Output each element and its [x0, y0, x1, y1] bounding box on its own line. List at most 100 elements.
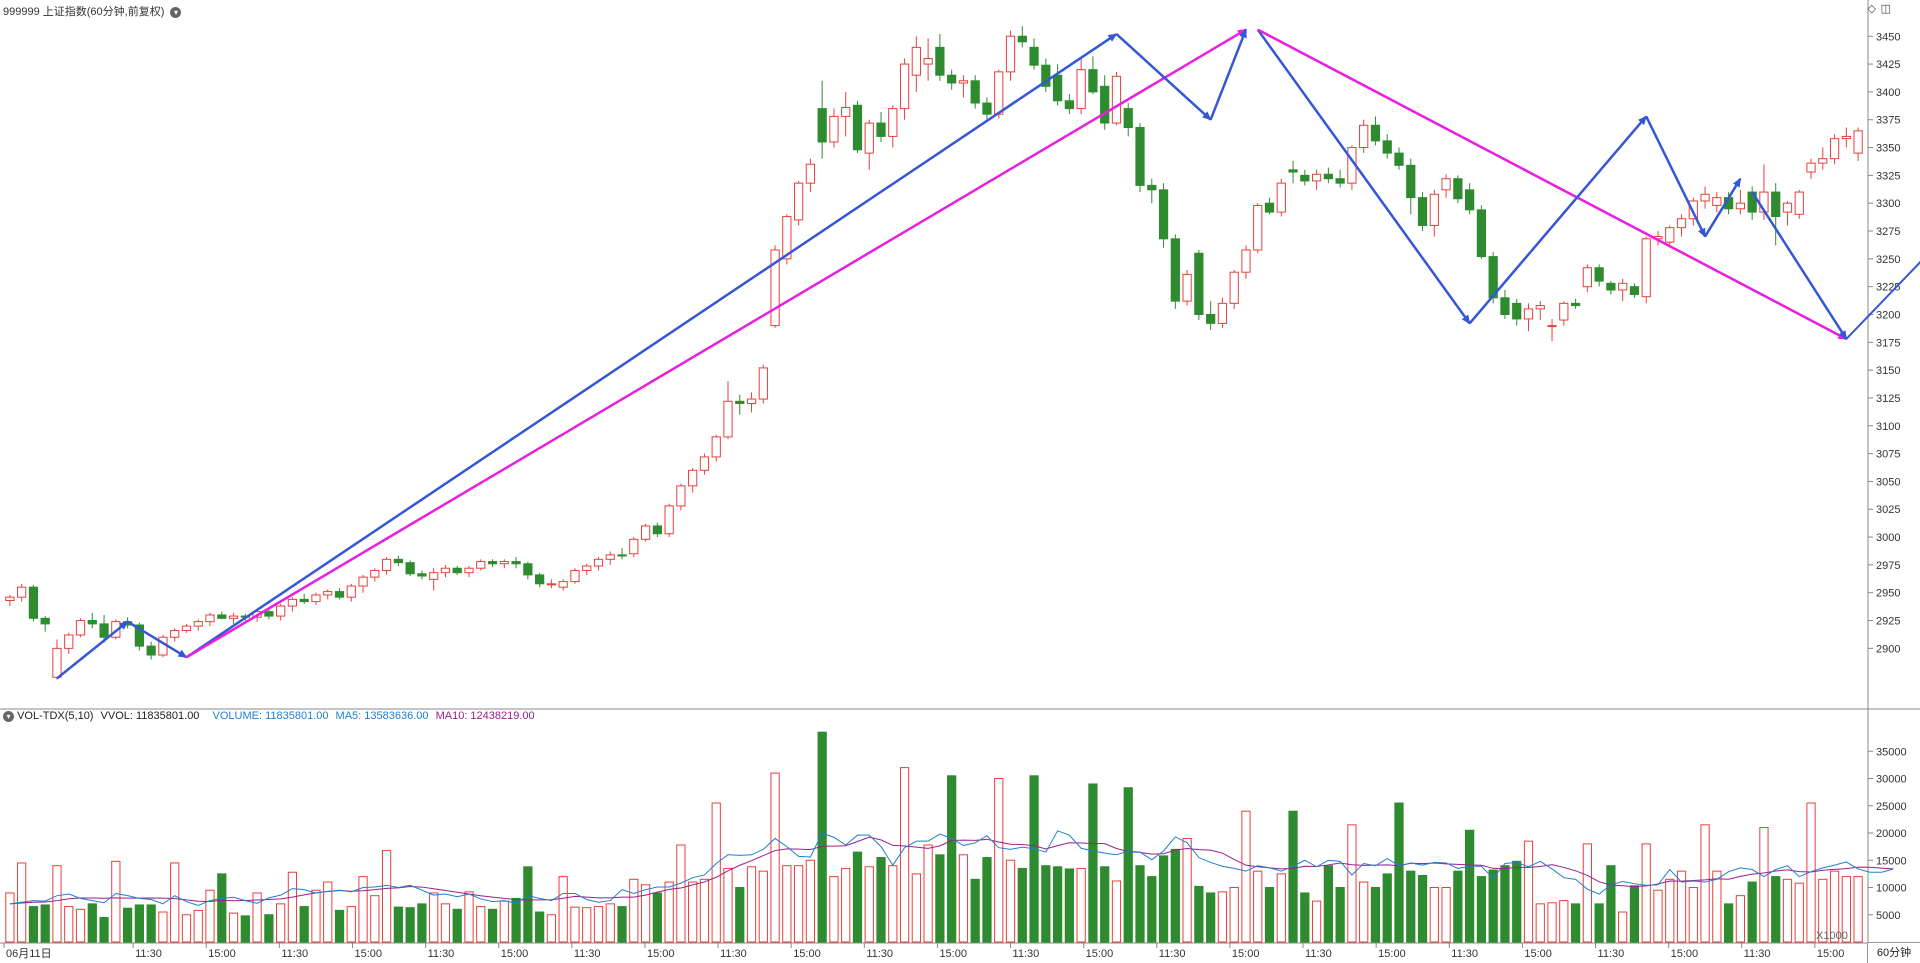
candle-body [1417, 197, 1428, 226]
volume-bar [1052, 866, 1063, 943]
volume-bar [1488, 869, 1498, 943]
price-tick-label: 3000 [1876, 532, 1900, 544]
candle-body [864, 122, 874, 154]
volume-tick-label: 25000 [1876, 801, 1907, 813]
volume-bar [429, 892, 439, 943]
wave-arrow [1209, 28, 1248, 121]
volume-bar [1170, 848, 1180, 943]
volume-bar [75, 908, 86, 943]
candle-body [452, 567, 462, 574]
candle-body [876, 122, 886, 137]
volume-bar [1194, 885, 1204, 943]
time-tick-label: 11:30 [428, 948, 455, 960]
volume-bar [28, 906, 39, 943]
candle-body [817, 108, 827, 143]
time-tick-label: 11:30 [281, 948, 308, 960]
candle-body [735, 400, 745, 405]
diamond-icon[interactable]: ◇ [1867, 3, 1876, 15]
timeframe-button[interactable]: 60分钟 [1867, 942, 1920, 963]
volume-bar [1064, 868, 1075, 943]
candle-body [1088, 69, 1098, 93]
time-tick-label: 15:00 [793, 948, 821, 960]
candle-body [652, 525, 662, 535]
wave-arrow [1115, 33, 1212, 121]
panel-icon[interactable]: ◫ [1880, 3, 1891, 15]
candle-body [1488, 256, 1498, 299]
candle-body [1794, 191, 1804, 215]
candle-body [1441, 178, 1451, 191]
price-tick-label: 3025 [1876, 504, 1900, 516]
volume-bar [711, 802, 721, 943]
volume-bar [605, 903, 615, 943]
volume-bar [205, 889, 215, 943]
candle-body [146, 645, 156, 656]
candle-body [1041, 64, 1051, 87]
candle-body [1052, 74, 1063, 102]
candle-body [40, 617, 50, 625]
volume-bar [87, 903, 97, 943]
volume-bar [1100, 866, 1110, 943]
candle-body [1829, 138, 1840, 160]
volume-bar [1394, 802, 1404, 943]
time-tick-label: 15:00 [354, 948, 382, 960]
volume-bar [111, 860, 121, 943]
price-tick-label: 3300 [1876, 198, 1900, 210]
chevron-down-icon[interactable]: ▾ [3, 711, 14, 722]
candle-body [1406, 164, 1416, 199]
volume-bar [1523, 840, 1534, 943]
candle-body [629, 538, 639, 555]
price-tick-label: 3225 [1876, 282, 1900, 294]
candle-body [911, 46, 921, 76]
volume-bar [1300, 892, 1310, 943]
volume-bar [982, 857, 992, 943]
volume-bar [794, 865, 804, 943]
volume-bar [1841, 876, 1851, 943]
volume-bar [958, 854, 969, 943]
volume-bar [640, 884, 651, 943]
volume-bar [1594, 903, 1604, 943]
indicator-name: VOL-TDX(5,10) [17, 710, 94, 722]
volume-bar [805, 859, 816, 943]
volume-bar [593, 906, 604, 943]
volume-bar [1782, 878, 1793, 943]
volume-bar [935, 854, 945, 943]
time-tick-label: 11:30 [135, 948, 162, 960]
volume-bar [1147, 876, 1157, 943]
volume-bar [1676, 870, 1687, 943]
candle-body [1394, 152, 1404, 166]
candle-body [334, 591, 345, 598]
candle-body [1676, 218, 1687, 229]
candle-body [28, 586, 39, 619]
volume-bar [746, 866, 757, 943]
volume-bar [217, 873, 227, 943]
volume-bar [617, 906, 627, 943]
volume-bar [1853, 876, 1863, 943]
price-tick-label: 3250 [1876, 254, 1900, 266]
time-tick-label: 15:00 [208, 948, 236, 960]
candle-body [1359, 124, 1369, 149]
candle-body [464, 567, 474, 574]
candle-body [1594, 267, 1604, 282]
price-tick-label: 3175 [1876, 337, 1900, 349]
volume-bar [1429, 887, 1439, 943]
volume-bar [876, 857, 886, 943]
chevron-down-icon[interactable]: ▾ [170, 7, 182, 18]
price-tick-label: 3100 [1876, 421, 1900, 433]
candle-body [1370, 124, 1381, 142]
volume-bar [1629, 885, 1640, 943]
price-tick-label: 3350 [1876, 143, 1900, 155]
volume-bar [1229, 887, 1239, 943]
time-tick-label: 11:30 [1598, 948, 1625, 960]
candle-body [287, 598, 298, 607]
candle-body [1523, 308, 1534, 320]
candle-body [994, 71, 1004, 115]
candle-body [1712, 197, 1722, 206]
volume-bar [1017, 867, 1027, 943]
candle-body [970, 80, 980, 104]
candle-body [794, 182, 804, 221]
volume-bar [699, 878, 710, 943]
candle-body [546, 583, 557, 586]
volume-bar [476, 906, 486, 943]
price-tick-label: 3075 [1876, 449, 1900, 461]
